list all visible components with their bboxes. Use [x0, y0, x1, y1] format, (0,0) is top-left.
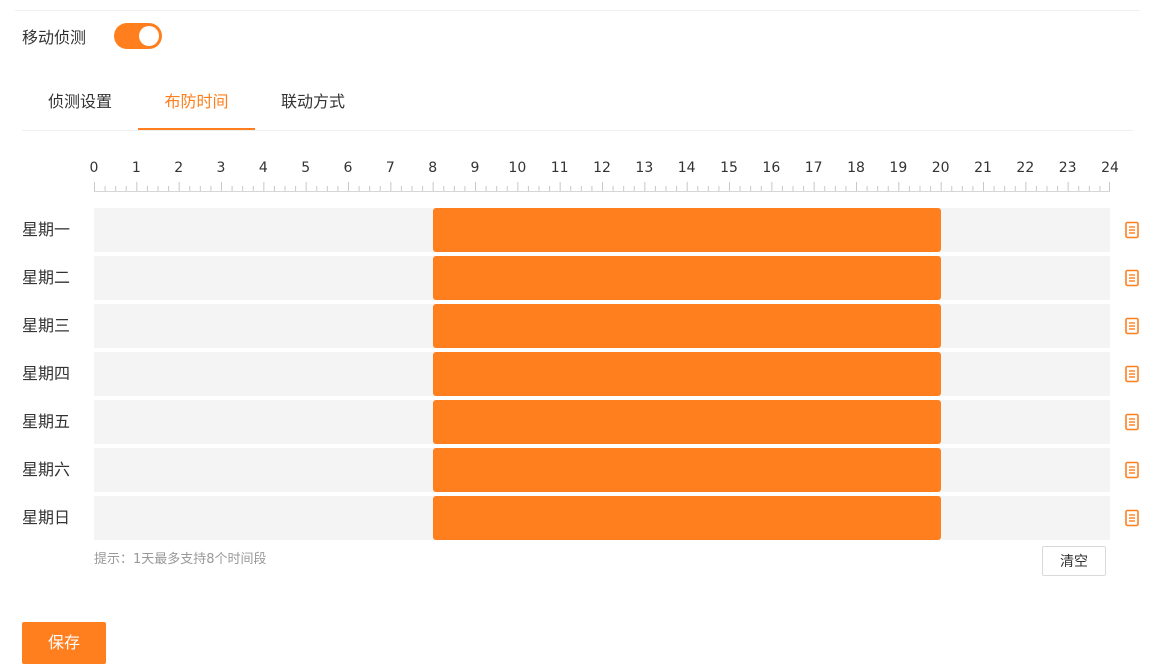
hour-tick-label: 5	[301, 160, 311, 176]
copy-icon[interactable]	[1124, 269, 1140, 287]
copy-icon[interactable]	[1124, 413, 1140, 431]
copy-icon[interactable]	[1124, 221, 1140, 239]
hour-tick-label: 15	[720, 160, 738, 176]
toggle-knob	[139, 26, 160, 46]
day-time-track[interactable]	[94, 496, 1110, 540]
time-segment[interactable]	[432, 400, 941, 444]
copy-icon[interactable]	[1124, 365, 1140, 383]
hour-ruler	[94, 182, 1110, 192]
day-label: 星期一	[22, 220, 71, 239]
hour-tick-label: 20	[931, 160, 950, 176]
day-row: 星期日	[0, 496, 1155, 540]
hour-tick-label: 9	[470, 160, 480, 176]
hour-tick-label: 8	[428, 160, 438, 176]
day-row: 星期五	[0, 400, 1155, 444]
day-time-track[interactable]	[94, 448, 1110, 492]
clear-button[interactable]: 清空	[1042, 546, 1106, 576]
motion-detection-label: 移动侦测	[22, 28, 87, 47]
tab-bar: 侦测设置 布防时间 联动方式	[22, 82, 1133, 131]
hour-tick-label: 14	[677, 160, 696, 176]
day-time-track[interactable]	[94, 208, 1110, 252]
hour-tick-label: 10	[508, 160, 527, 176]
day-row: 星期一	[0, 208, 1155, 252]
time-segment[interactable]	[432, 256, 941, 300]
copy-icon[interactable]	[1124, 317, 1140, 335]
time-segment[interactable]	[432, 496, 941, 540]
top-divider	[15, 10, 1140, 11]
hour-axis: 0 1 2 3 4 5 6 7 8 9 10 11 12 13 14 15 16 17 18 19 20 21 22 23 24	[0, 160, 1155, 180]
hour-tick-label: 22	[1016, 160, 1035, 176]
day-row: 星期三	[0, 304, 1155, 348]
tab-arming-schedule[interactable]: 布防时间	[138, 90, 255, 130]
hour-tick-label: 6	[343, 160, 353, 176]
hour-tick-label: 19	[889, 160, 908, 176]
day-label: 星期二	[22, 268, 71, 287]
day-time-track[interactable]	[94, 400, 1110, 444]
day-label: 星期日	[22, 508, 71, 527]
tab-detection-settings[interactable]: 侦测设置	[47, 92, 112, 111]
day-label: 星期三	[22, 316, 71, 335]
copy-icon[interactable]	[1124, 461, 1140, 479]
day-time-track[interactable]	[94, 256, 1110, 300]
hour-tick-label: 0	[89, 160, 99, 176]
day-label: 星期四	[22, 364, 71, 383]
tab-linkage-method[interactable]: 联动方式	[280, 92, 345, 111]
hour-tick-label: 4	[258, 160, 268, 176]
hour-tick-label: 17	[804, 160, 823, 176]
hour-tick-label: 3	[216, 160, 226, 176]
day-label: 星期五	[22, 412, 71, 431]
hour-tick-label: 21	[974, 160, 992, 176]
time-segment[interactable]	[432, 208, 941, 252]
time-segment[interactable]	[432, 304, 941, 348]
hour-tick-label: 1	[131, 160, 141, 176]
copy-icon[interactable]	[1124, 509, 1140, 527]
day-time-track[interactable]	[94, 304, 1110, 348]
time-segment[interactable]	[432, 448, 941, 492]
day-row: 星期二	[0, 256, 1155, 300]
hour-tick-label: 2	[174, 160, 184, 176]
hour-tick-label: 18	[847, 160, 865, 176]
motion-detection-toggle[interactable]	[114, 23, 163, 49]
motion-detection-row: 移动侦测	[22, 22, 163, 50]
hour-tick-label: 13	[635, 160, 654, 176]
day-row: 星期六	[0, 448, 1155, 492]
day-time-track[interactable]	[94, 352, 1110, 396]
time-segment[interactable]	[432, 352, 941, 396]
day-row: 星期四	[0, 352, 1155, 396]
hour-tick-label: 12	[593, 160, 611, 176]
hour-tick-label: 11	[550, 160, 569, 176]
schedule-hint: 提示：1天最多支持8个时间段	[94, 552, 267, 567]
hour-tick-label: 7	[385, 160, 395, 176]
hour-tick-label: 16	[762, 160, 781, 176]
day-label: 星期六	[22, 460, 71, 479]
save-button[interactable]: 保存	[22, 622, 106, 664]
hour-tick-label: 24	[1101, 160, 1119, 176]
hour-tick-label: 23	[1058, 160, 1077, 176]
